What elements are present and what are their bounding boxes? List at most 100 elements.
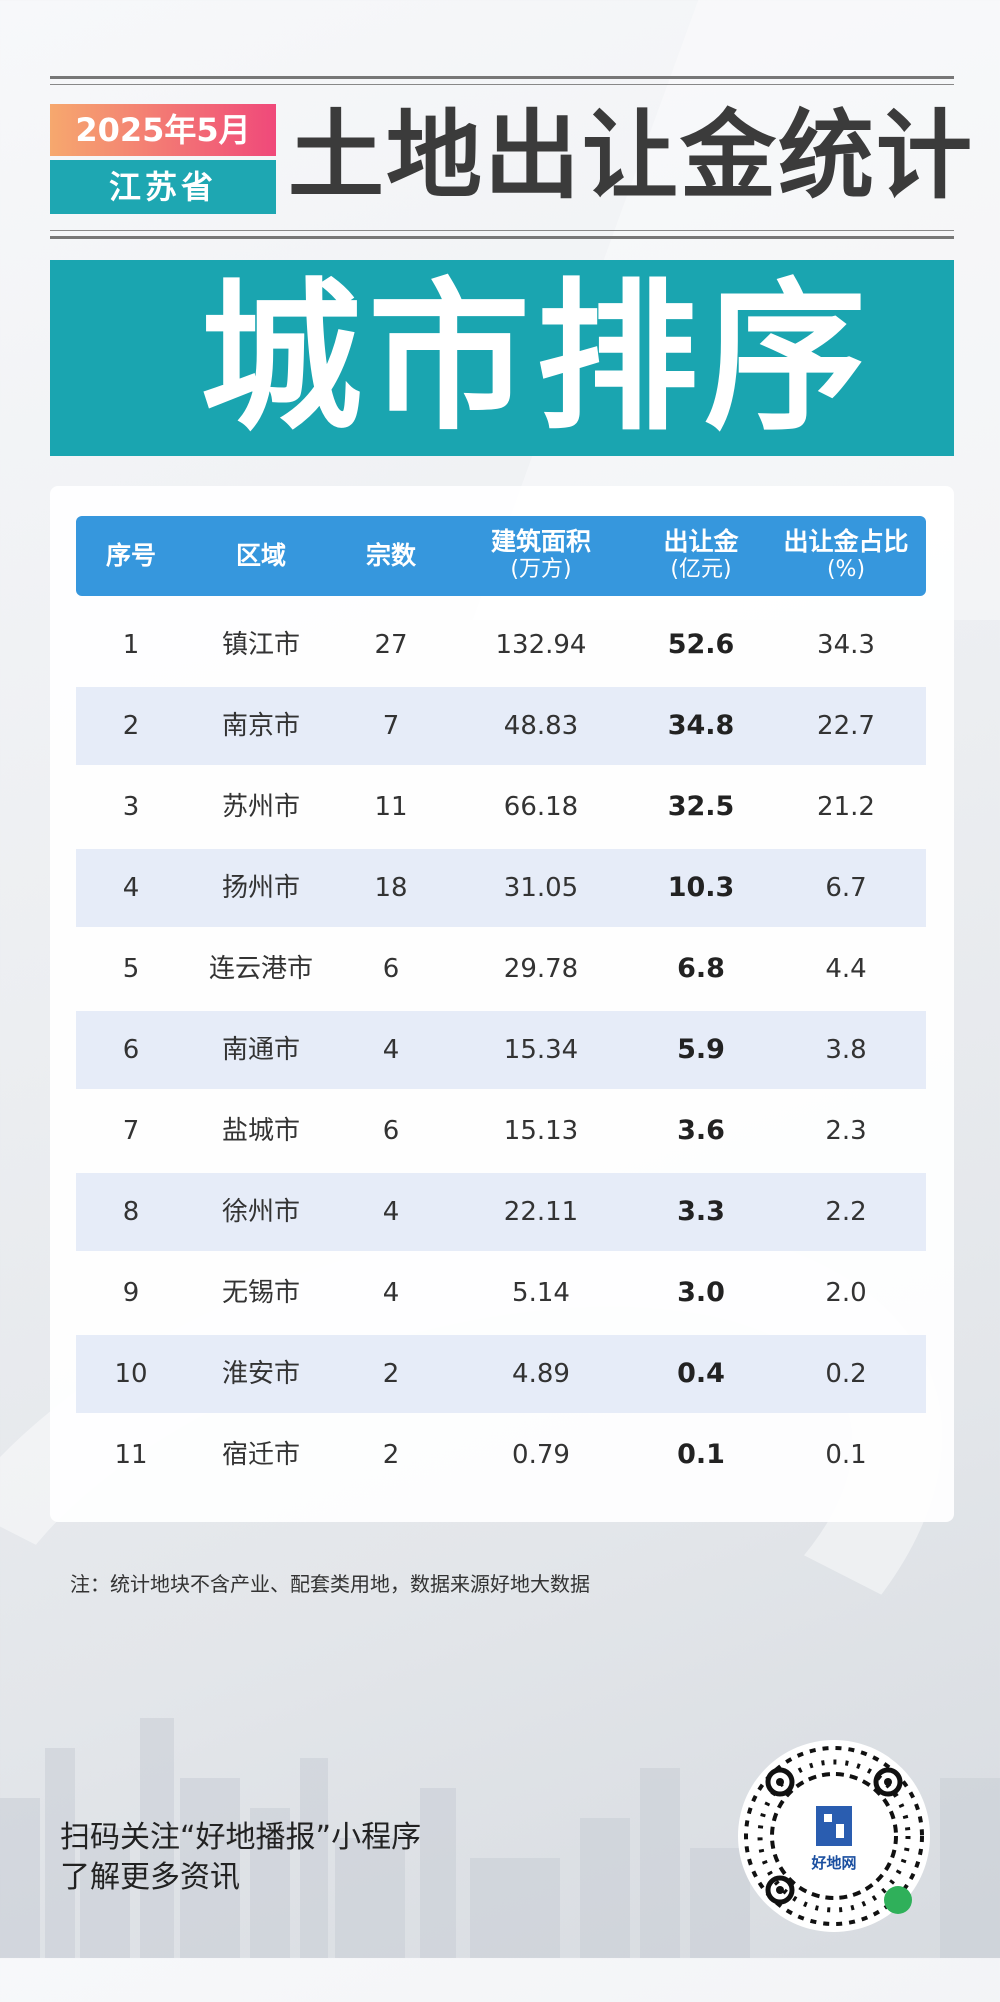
cell-share: 6.7 [825,873,867,903]
cell-count: 6 [382,954,400,984]
cell-share: 3.8 [825,1035,867,1065]
cell-share: 21.2 [817,792,875,822]
cell-count: 4 [382,1035,400,1065]
qr-pattern-icon [744,1746,924,1926]
cell-count: 4 [382,1278,400,1308]
cell-share: 4.4 [825,954,867,984]
top-rule [50,76,954,79]
header-label: 出让金 [663,527,739,556]
ranking-banner: 城市排序 [50,260,954,456]
cell-area: 15.34 [503,1035,579,1065]
cell-region: 连云港市 [208,954,313,984]
header-label: 宗数 [365,541,416,570]
cell-fee: 3.0 [677,1277,725,1308]
cell-area: 29.78 [503,954,579,984]
cell-count: 18 [374,873,408,903]
table-row: 1 镇江市 27 132.94 52.6 34.3 [76,606,926,684]
cell-fee: 6.8 [677,953,725,984]
cell-fee: 0.4 [677,1358,725,1389]
cell-rank: 5 [122,954,140,984]
cell-share: 2.3 [825,1116,867,1146]
cell-count: 7 [382,711,400,741]
header-label: 出让金占比 [783,527,909,556]
cell-region: 淮安市 [221,1359,300,1389]
cell-count: 2 [382,1440,400,1470]
banner-title: 城市排序 [200,265,872,453]
data-source-note: 注：统计地块不含产业、配套类用地，数据来源好地大数据 [70,1572,590,1596]
header-fee: 出让金 (亿元) [636,516,766,596]
table-row: 11 宿迁市 2 0.79 0.1 0.1 [76,1416,926,1494]
region-badge: 江苏省 [50,160,276,214]
cell-area: 5.14 [512,1278,570,1308]
cell-area: 66.18 [503,792,579,822]
cell-area: 132.94 [495,630,587,660]
city-skyline-graphic [0,1718,1000,1958]
header-count: 宗数 [336,516,446,596]
cell-rank: 4 [122,873,140,903]
header-unit: (万方) [510,557,572,582]
ranking-table-card: 序号 区域 宗数 建筑面积 (万方) 出让金 (亿元) 出让金占比 (%) 1 镇江市 2… [50,486,954,1522]
cell-share: 22.7 [817,711,875,741]
table-row: 3 苏州市 11 66.18 32.5 21.2 [76,768,926,846]
cell-share: 2.2 [825,1197,867,1227]
title-rule [50,236,954,239]
header-rank: 序号 [76,516,186,596]
title-rule-thin [50,230,954,231]
header-unit: (亿元) [670,557,732,582]
qr-brand-label: 好地网 [811,1854,857,1872]
table-row: 6 南通市 4 15.34 5.9 3.8 [76,1011,926,1089]
header-label: 区域 [235,541,286,570]
cell-region: 宿迁市 [221,1440,300,1470]
cell-area: 48.83 [503,711,579,741]
header-unit: (%) [826,557,866,582]
cell-fee: 10.3 [667,872,735,903]
cta-line-2: 了解更多资讯 [60,1860,240,1895]
cell-region: 盐城市 [221,1116,300,1146]
table-row: 2 南京市 7 48.83 34.8 22.7 [76,687,926,765]
cell-count: 2 [382,1359,400,1389]
cell-rank: 11 [114,1440,148,1470]
cell-share: 0.1 [825,1440,867,1470]
cell-area: 15.13 [503,1116,579,1146]
cell-fee: 32.5 [667,791,735,822]
cell-fee: 3.6 [677,1115,725,1146]
cell-share: 2.0 [825,1278,867,1308]
header-region: 区域 [186,516,336,596]
cell-count: 11 [374,792,408,822]
cell-region: 无锡市 [221,1278,300,1308]
cell-share: 0.2 [825,1359,867,1389]
table-header: 序号 区域 宗数 建筑面积 (万方) 出让金 (亿元) 出让金占比 (%) [76,516,926,596]
cell-rank: 7 [122,1116,140,1146]
cell-fee: 52.6 [667,629,735,660]
cell-rank: 9 [122,1278,140,1308]
cell-share: 34.3 [817,630,875,660]
cell-region: 南通市 [221,1035,300,1065]
cell-region: 徐州市 [221,1197,300,1227]
cell-rank: 8 [122,1197,140,1227]
cell-fee: 0.1 [677,1439,725,1470]
table-row: 10 淮安市 2 4.89 0.4 0.2 [76,1335,926,1413]
date-badge: 2025年5月 [50,104,276,156]
cell-fee: 34.8 [667,710,735,741]
cell-area: 31.05 [503,873,579,903]
mini-program-qr-code[interactable]: 好地网 [738,1740,930,1932]
cell-fee: 3.3 [677,1196,725,1227]
cell-region: 苏州市 [221,792,300,822]
cell-count: 4 [382,1197,400,1227]
header-share: 出让金占比 (%) [766,516,926,596]
header-label: 建筑面积 [490,527,591,556]
cell-area: 0.79 [512,1440,570,1470]
page-title: 土地出让金统计 [288,100,974,212]
follow-call-to-action: 扫码关注“好地播报”小程序 了解更多资讯 [60,1818,421,1898]
cell-rank: 2 [122,711,140,741]
cta-line-1: 扫码关注“好地播报”小程序 [60,1820,422,1855]
cell-count: 27 [374,630,408,660]
cell-rank: 6 [122,1035,140,1065]
header-label: 序号 [105,541,156,570]
cell-region: 扬州市 [221,873,300,903]
table-row: 8 徐州市 4 22.11 3.3 2.2 [76,1173,926,1251]
table-row: 4 扬州市 18 31.05 10.3 6.7 [76,849,926,927]
cell-region: 南京市 [221,711,300,741]
cell-rank: 10 [114,1359,148,1389]
cell-rank: 3 [122,792,140,822]
